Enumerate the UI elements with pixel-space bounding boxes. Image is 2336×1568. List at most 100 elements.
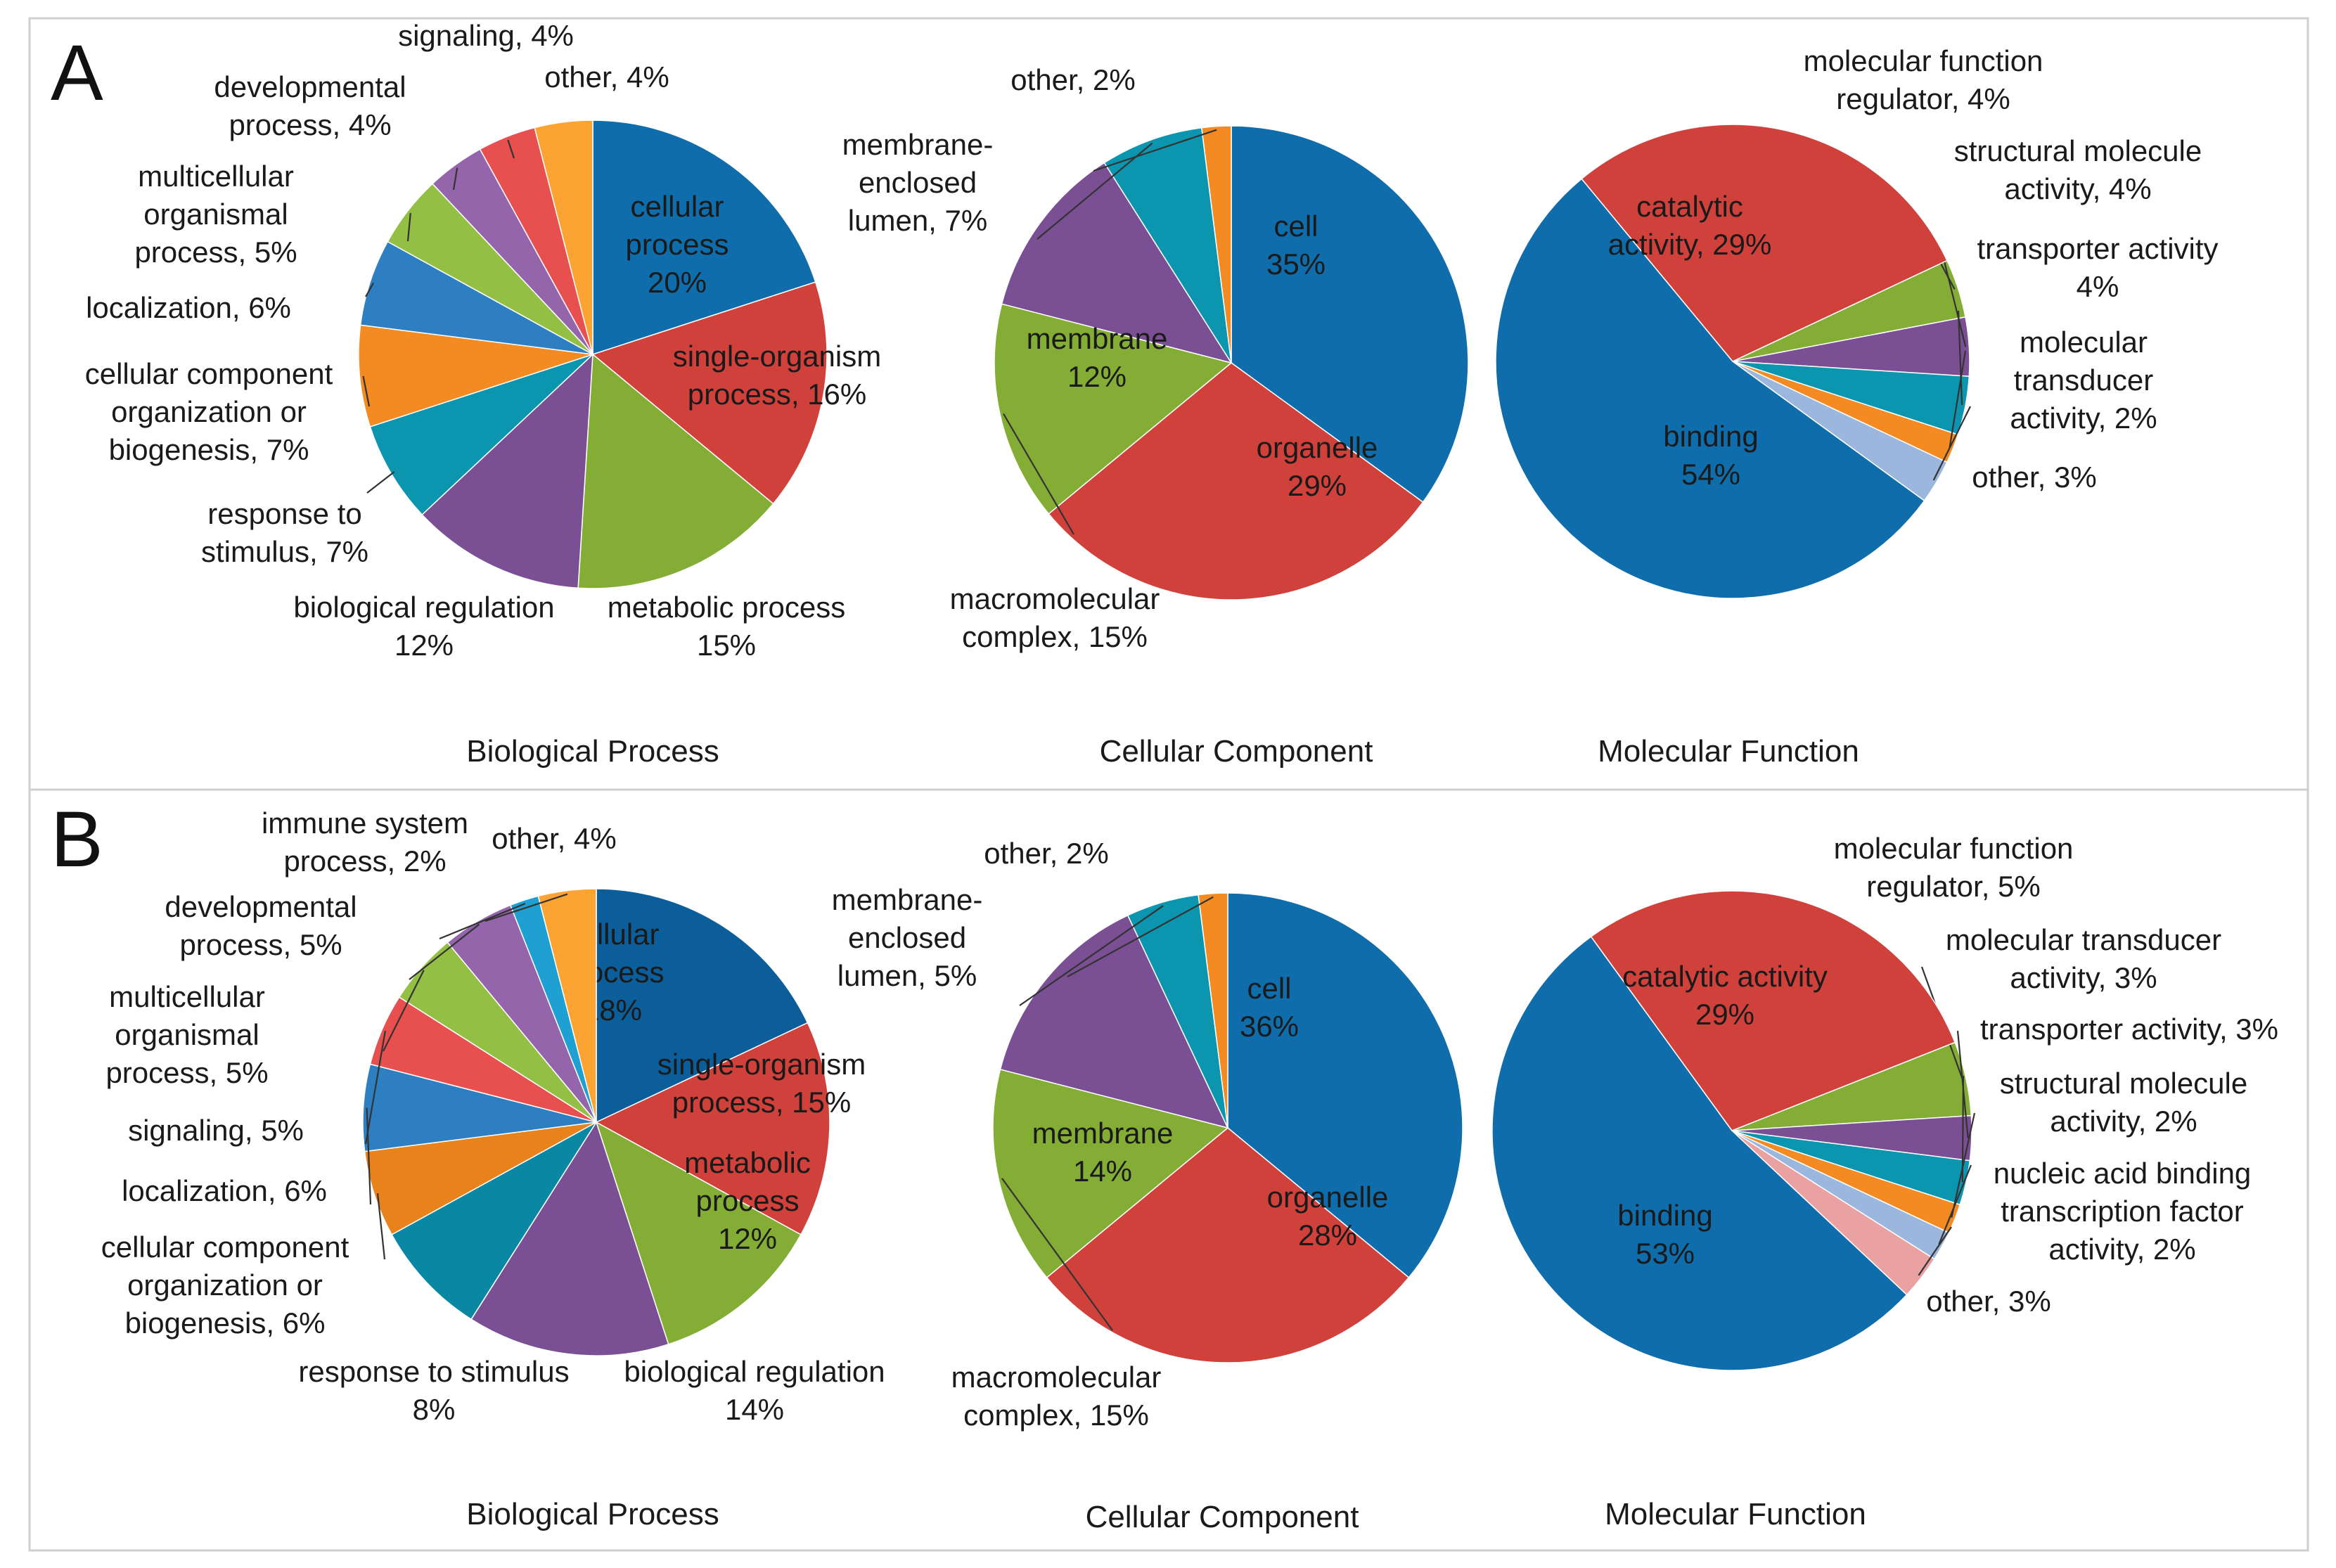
slice-label-line: biological regulation (624, 1355, 885, 1388)
slice-label-line: molecular function (1804, 44, 2043, 77)
panel-a-letter: A (51, 29, 103, 117)
leader-line (362, 375, 371, 407)
slice-label-line: structural molecule (2000, 1067, 2247, 1100)
slice-label-metabolic-process: metabolic process 12% (684, 1146, 811, 1255)
leader-line (1003, 413, 1074, 535)
slice-label-membrane-enclosed-lumen: membrane-enclosed lumen, 7% (842, 128, 994, 237)
leader-line (1067, 896, 1214, 977)
slice-label-line: signaling, 5% (128, 1114, 304, 1147)
slice-label-line: membrane (1027, 322, 1168, 355)
slice-cellular-component-organization-or-biogenesis (358, 324, 593, 428)
slice-label-other: other, 4% (492, 822, 616, 855)
slice-membrane-enclosed-lumen (1103, 127, 1232, 364)
pie-b-bp: cellular process 18%single-organism process… (101, 807, 885, 1426)
slice-label-membrane-enclosed-lumen: membrane-enclosed lumen, 5% (832, 883, 983, 992)
slice-label-line: transcription factor (2001, 1195, 2243, 1228)
slice-label-line: 29% (1288, 469, 1347, 502)
slice-label-line: process, 5% (179, 928, 342, 961)
slice-label-metabolic-process: metabolic process 15% (608, 591, 845, 662)
slice-label-nucleic-acid-binding-transcription-factor-activity: nucleic acid binding transcription factor… (1994, 1157, 2252, 1266)
leader-line (1957, 310, 1963, 406)
slice-label-line: 12% (394, 629, 454, 662)
slice-label-line: 35% (1266, 248, 1326, 281)
slice-label-line: 4% (2077, 270, 2119, 303)
slice-label-line: enclosed (848, 921, 966, 954)
slice-membrane (999, 914, 1229, 1129)
slice-label-line: membrane (1032, 1117, 1174, 1150)
slice-label-line: metabolic (684, 1146, 811, 1179)
slice-metabolic-process (595, 1121, 802, 1345)
slice-label-line: metabolic process (608, 591, 845, 624)
slice-label-line: organelle (1267, 1181, 1389, 1214)
slice-cell (1227, 892, 1463, 1278)
leader-line (507, 139, 515, 159)
panel-a-mf-title: Molecular Function (1598, 734, 1859, 769)
slice-label-organelle: organelle 28% (1267, 1181, 1389, 1252)
slice-binding (1495, 178, 1925, 599)
slice-label-line: organelle (1257, 431, 1378, 464)
panel-b-frame (28, 788, 2309, 1552)
slice-label-cellular-component-organization-or-biogenesis: cellular component organization or biogene… (85, 357, 333, 466)
slice-label-multicellular-organismal-process: multicellular organismal process, 5% (105, 980, 268, 1089)
leader-line (439, 902, 526, 940)
slice-label-line: molecular transducer (1946, 923, 2221, 956)
slice-label-line: 15% (697, 629, 756, 662)
slice-response-to-stimulus (391, 1122, 597, 1320)
slice-other (1200, 125, 1232, 364)
leader-line (1001, 1178, 1113, 1331)
slice-label-line: process, 5% (105, 1056, 268, 1089)
leader-line (383, 970, 425, 1052)
slice-biological-regulation (421, 353, 593, 589)
slice-label-line: organization or (111, 395, 307, 428)
slice-catalytic-activity (1581, 124, 1948, 362)
pie-b-mf: molecular function regulator, 5%molecular… (1491, 832, 2278, 1371)
slice-label-line: single-organism (657, 1048, 866, 1081)
slice-label-transporter-activity: transporter activity, 3% (1980, 1013, 2278, 1046)
slice-label-line: cellular component (85, 357, 333, 390)
slice-label-line: localization, 6% (86, 291, 291, 324)
slice-label-line: 29% (1695, 998, 1754, 1031)
slice-label-line: process (695, 1184, 799, 1217)
slice-label-line: transporter activity (1977, 232, 2218, 265)
slice-label-line: lumen, 7% (848, 204, 987, 237)
leader-line (1932, 406, 1971, 481)
slice-label-line: activity, 2% (2010, 401, 2157, 435)
slice-label-biological-regulation: biological regulation 14% (624, 1355, 885, 1426)
slice-label-line: 53% (1636, 1237, 1695, 1270)
slice-biological-regulation (470, 1121, 669, 1356)
slice-cellular-component-organization-or-biogenesis (364, 1122, 597, 1235)
leader-line (1942, 255, 1967, 347)
slice-label-line: 36% (1240, 1010, 1299, 1043)
slice-label-membrane: membrane 14% (1032, 1117, 1174, 1188)
slice-label-line: nucleic acid binding (1994, 1157, 2252, 1190)
slice-label-line: binding (1617, 1199, 1712, 1232)
slice-label-line: process, 16% (688, 378, 866, 411)
slice-label-line: developmental (165, 890, 357, 923)
slice-label-line: process, 15% (672, 1086, 851, 1119)
pie-a-mf: molecular function regulator, 4% structura… (1495, 44, 2219, 599)
leader-line (1019, 905, 1164, 1006)
slice-label-line: lumen, 5% (838, 959, 977, 992)
slice-label-line: activity, 4% (2004, 172, 2151, 205)
slice-label-line: biogenesis, 6% (125, 1306, 326, 1339)
leader-line (452, 167, 458, 191)
slice-label-line: other, 2% (984, 837, 1108, 870)
slice-binding (1491, 936, 1908, 1371)
slice-label-line: organismal (115, 1018, 259, 1051)
slice-label-line: activity, 2% (2048, 1233, 2195, 1266)
slice-label-immune-system-process: immune system process, 2% (262, 807, 468, 878)
slice-label-molecular-transducer-activity: molecular transducer activity, 2% (2010, 326, 2157, 435)
slice-label-developmental-process: developmental process, 5% (165, 890, 357, 961)
panel-b-letter: B (51, 795, 103, 883)
slice-label-line: 20% (648, 266, 707, 299)
slice-label-biological-regulation: biological regulation 12% (293, 591, 554, 662)
slice-label-membrane: membrane 12% (1027, 322, 1168, 393)
slice-label-cellular-component-organization-or-biogenesis: cellular component organization or biogene… (101, 1230, 349, 1339)
slice-label-line: process, 4% (229, 108, 391, 141)
slice-label-cell: cell 36% (1240, 972, 1299, 1043)
slice-label-line: process, 2% (283, 844, 446, 878)
slice-label-line: organismal (143, 198, 288, 231)
slice-label-line: biological regulation (293, 591, 554, 624)
slice-label-line: cellular (630, 190, 724, 223)
